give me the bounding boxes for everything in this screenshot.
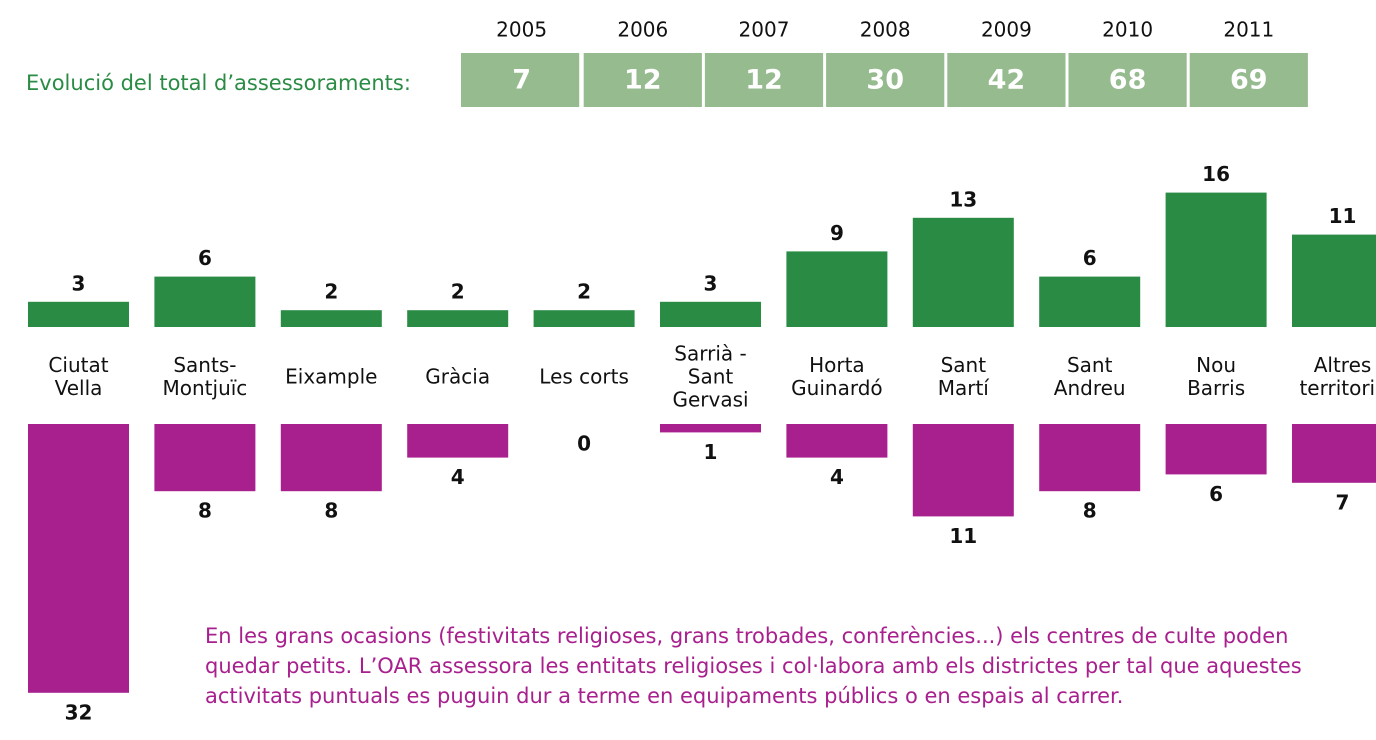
bar bbox=[1039, 276, 1141, 327]
total-box bbox=[1068, 53, 1187, 107]
total-value: 68 bbox=[1109, 65, 1147, 96]
value-label: 6 bbox=[198, 246, 212, 270]
bar bbox=[660, 301, 761, 327]
value-label: 16 bbox=[1202, 162, 1230, 186]
bar bbox=[1292, 234, 1376, 327]
year-label: 2007 bbox=[739, 18, 790, 42]
category-label: Horta bbox=[809, 353, 865, 377]
category-label: Gervasi bbox=[672, 388, 748, 412]
bar bbox=[28, 424, 129, 693]
bar bbox=[912, 217, 1014, 327]
footnote: quedar petits. L’OAR assessora les entit… bbox=[205, 654, 1302, 678]
category-label: Sarrià - bbox=[674, 342, 746, 366]
value-label: 2 bbox=[577, 280, 591, 304]
category-label: Altres bbox=[1314, 353, 1372, 377]
total-box bbox=[583, 53, 702, 107]
total-value: 69 bbox=[1230, 65, 1268, 96]
total-value: 30 bbox=[866, 65, 904, 96]
bar bbox=[154, 276, 256, 327]
value-label: 1 bbox=[704, 440, 718, 464]
bar bbox=[1165, 424, 1267, 475]
bar bbox=[533, 310, 635, 327]
value-label: 9 bbox=[830, 221, 844, 245]
bar bbox=[660, 424, 761, 433]
total-value: 42 bbox=[988, 65, 1026, 96]
category-label: Vella bbox=[55, 376, 103, 400]
category-label: Gràcia bbox=[425, 365, 490, 389]
total-box bbox=[947, 53, 1066, 107]
value-label: 11 bbox=[949, 524, 977, 548]
bar bbox=[407, 310, 509, 327]
value-label: 6 bbox=[1209, 482, 1223, 506]
value-label: 8 bbox=[1083, 499, 1097, 523]
total-box bbox=[826, 53, 945, 107]
total-value: 12 bbox=[745, 65, 783, 96]
value-label: 0 bbox=[577, 432, 591, 456]
bar bbox=[28, 301, 129, 327]
year-label: 2011 bbox=[1223, 18, 1274, 42]
category-label: Guinardó bbox=[791, 376, 882, 400]
value-label: 8 bbox=[198, 499, 212, 523]
total-value: 7 bbox=[512, 65, 531, 96]
bar bbox=[280, 310, 382, 327]
bar bbox=[912, 424, 1014, 517]
category-label: Ciutat bbox=[48, 353, 108, 377]
bar bbox=[154, 424, 256, 492]
footnote: En les grans ocasions (festivitats relig… bbox=[205, 624, 1288, 648]
value-label: 13 bbox=[949, 187, 977, 211]
category-label: Andreu bbox=[1054, 376, 1126, 400]
category-label: Sants- bbox=[173, 353, 236, 377]
bar bbox=[280, 424, 382, 492]
bar bbox=[786, 251, 888, 327]
bar bbox=[786, 424, 888, 458]
total-box bbox=[1189, 53, 1308, 107]
category-label: Nou bbox=[1196, 353, 1236, 377]
value-label: 11 bbox=[1329, 204, 1357, 228]
total-box bbox=[461, 53, 580, 107]
total-box bbox=[704, 53, 824, 107]
value-label: 7 bbox=[1336, 490, 1350, 514]
category-label: territoris bbox=[1299, 376, 1376, 400]
category-label: Sant bbox=[688, 365, 734, 389]
category-label: Barris bbox=[1187, 376, 1245, 400]
value-label: 4 bbox=[830, 465, 844, 489]
category-label: Martí bbox=[938, 376, 991, 400]
value-label: 3 bbox=[704, 271, 718, 295]
bar bbox=[1292, 424, 1376, 483]
category-label: Les corts bbox=[539, 365, 629, 389]
value-label: 8 bbox=[324, 499, 338, 523]
bar bbox=[1165, 192, 1267, 327]
bar bbox=[1039, 424, 1141, 492]
year-label: 2010 bbox=[1102, 18, 1153, 42]
category-label: Sant bbox=[941, 353, 987, 377]
value-label: 4 bbox=[451, 465, 465, 489]
category-label: Montjuïc bbox=[163, 376, 248, 400]
header-label: Evolució del total d’assessoraments: bbox=[26, 71, 411, 95]
year-label: 2005 bbox=[496, 18, 547, 42]
bar bbox=[407, 424, 509, 458]
category-label: Eixample bbox=[285, 365, 377, 389]
footnote: activitats puntuals es puguin dur a term… bbox=[205, 684, 1123, 708]
year-label: 2009 bbox=[981, 18, 1032, 42]
value-label: 3 bbox=[72, 271, 86, 295]
year-label: 2008 bbox=[860, 18, 911, 42]
year-label: 2006 bbox=[617, 18, 668, 42]
value-label: 32 bbox=[65, 700, 93, 724]
value-label: 2 bbox=[451, 280, 465, 304]
total-value: 12 bbox=[624, 65, 662, 96]
category-label: Sant bbox=[1067, 353, 1113, 377]
value-label: 2 bbox=[324, 280, 338, 304]
value-label: 6 bbox=[1083, 246, 1097, 270]
